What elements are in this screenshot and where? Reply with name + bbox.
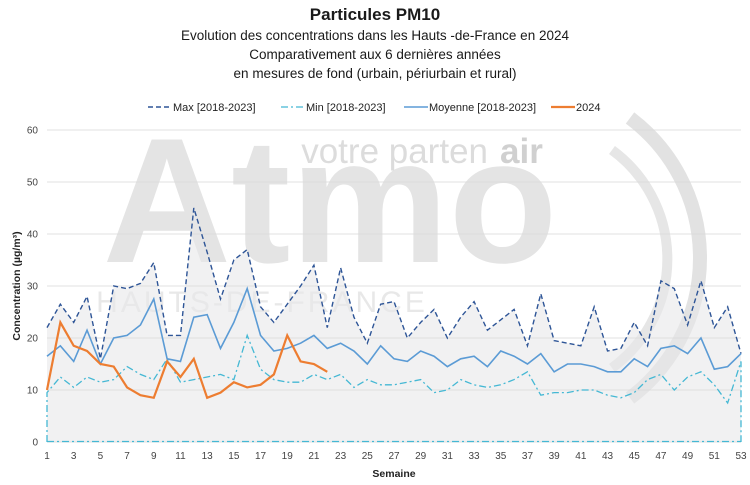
- series-line-max: [46, 207, 742, 359]
- y-tick-label-60: 60: [27, 126, 39, 137]
- y-tick-label-20: 20: [27, 334, 39, 345]
- legend-item-moyenne-label: Moyenne [2018-2023]: [429, 102, 536, 114]
- y-tick-label-10: 10: [27, 386, 39, 397]
- x-tick-label-1: 1: [44, 451, 50, 462]
- legend-item-max: Max [2018-2023]: [148, 102, 256, 114]
- x-tick-label-41: 41: [575, 451, 587, 462]
- x-tick-label-7: 7: [124, 451, 130, 462]
- x-tick-label-31: 31: [442, 451, 454, 462]
- x-tick-label-45: 45: [629, 451, 641, 462]
- x-tick-label-5: 5: [98, 451, 104, 462]
- x-tick-label-29: 29: [415, 451, 427, 462]
- legend-item-moyenne: Moyenne [2018-2023]: [404, 102, 536, 114]
- x-tick-label-13: 13: [202, 451, 214, 462]
- x-tick-label-47: 47: [655, 451, 667, 462]
- series-line-moyenne: [46, 286, 742, 373]
- x-tick-label-15: 15: [228, 451, 240, 462]
- y-tick-label-30: 30: [27, 282, 39, 293]
- x-tick-label-49: 49: [682, 451, 694, 462]
- x-tick-label-51: 51: [709, 451, 721, 462]
- legend-item-max-label: Max [2018-2023]: [173, 102, 256, 114]
- watermark-tagline-a: votre parten: [301, 132, 488, 171]
- watermark-tagline-b: air: [500, 132, 543, 171]
- y-tick-label-50: 50: [27, 178, 39, 189]
- chart-title: Particules PM10: [309, 5, 441, 24]
- chart-subtitle-1: Evolution des concentrations dans les Ha…: [181, 28, 569, 43]
- x-tick-label-3: 3: [71, 451, 77, 462]
- title-block: Particules PM10 Evolution des concentrat…: [0, 4, 750, 83]
- x-tick-label-33: 33: [469, 451, 481, 462]
- legend-item-min-label: Min [2018-2023]: [306, 102, 386, 114]
- x-axis-title: Semaine: [372, 468, 415, 480]
- band-area: [47, 208, 741, 442]
- x-tick-label-43: 43: [602, 451, 614, 462]
- x-tick-label-9: 9: [151, 451, 157, 462]
- x-tick-label-37: 37: [522, 451, 534, 462]
- x-tick-label-53: 53: [735, 451, 747, 462]
- chart-subtitle-3: en mesures de fond (urbain, périurbain e…: [233, 66, 517, 81]
- x-tick-label-25: 25: [362, 451, 374, 462]
- legend-item-2024-label: 2024: [576, 102, 600, 114]
- legend-item-min: Min [2018-2023]: [281, 102, 386, 114]
- x-tick-label-35: 35: [495, 451, 507, 462]
- y-tick-label-40: 40: [27, 230, 39, 241]
- watermark-big: Atmo: [103, 101, 558, 300]
- x-tick-label-39: 39: [549, 451, 561, 462]
- x-tick-label-27: 27: [388, 451, 400, 462]
- x-tick-label-17: 17: [255, 451, 267, 462]
- x-tick-label-19: 19: [282, 451, 294, 462]
- series-line-min: [46, 333, 742, 442]
- y-tick-label-0: 0: [32, 438, 38, 449]
- y-axis-title: Concentration (µg/m³): [11, 231, 23, 340]
- series-line-2024: [45, 319, 328, 400]
- legend-item-2024: 2024: [551, 102, 600, 114]
- x-tick-label-23: 23: [335, 451, 347, 462]
- chart-subtitle-2: Comparativement aux 6 dernières années: [249, 47, 501, 62]
- x-tick-label-11: 11: [175, 451, 186, 462]
- x-tick-label-21: 21: [308, 451, 320, 462]
- legend: Max [2018-2023] Min [2018-2023] Moyenne [2…: [148, 102, 600, 114]
